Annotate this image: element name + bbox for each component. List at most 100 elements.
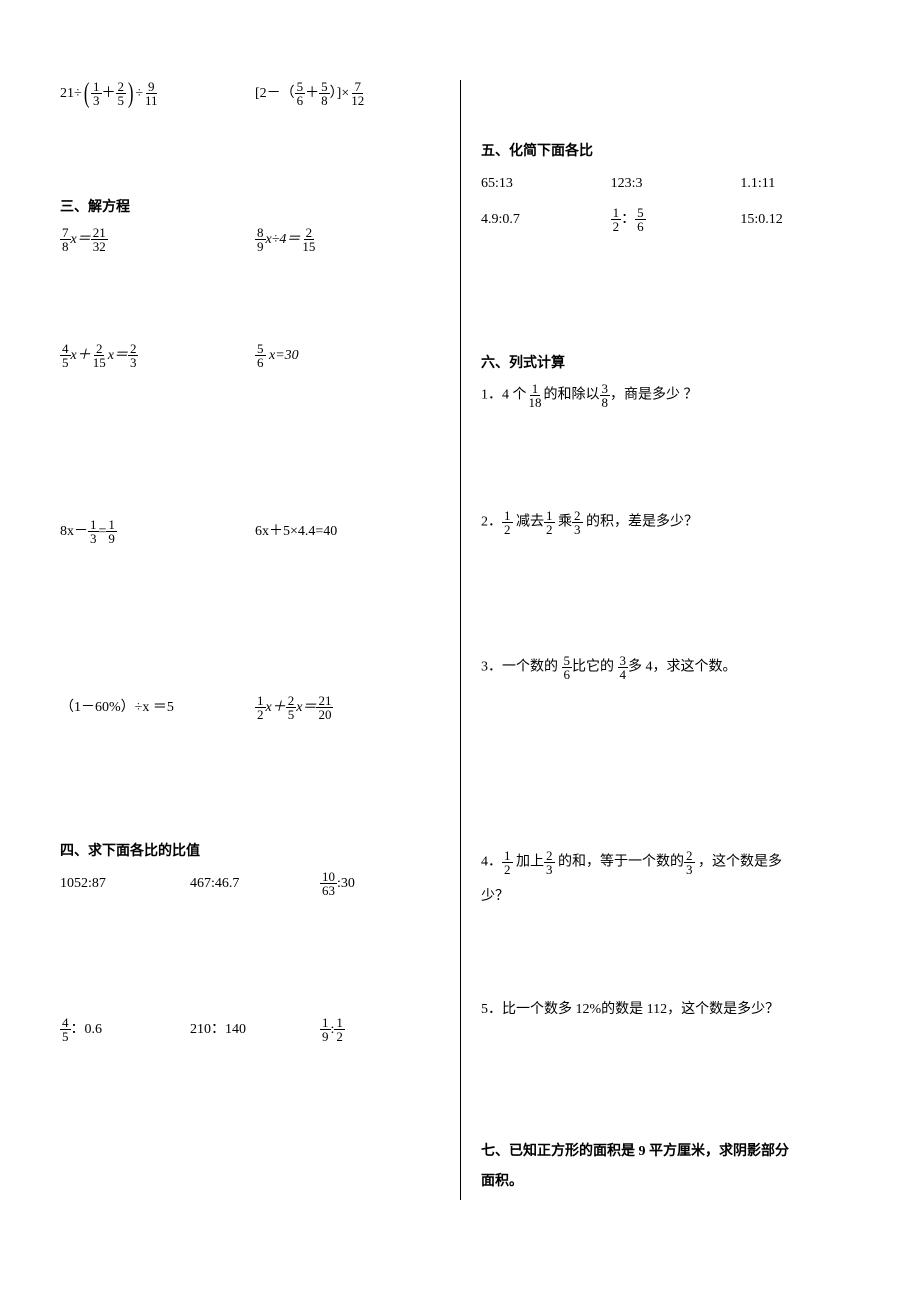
text: x=30 <box>266 348 299 363</box>
text: 的和，等于一个数的 <box>555 855 685 870</box>
s3-row4: （1－60%）÷x ＝5 12x＋25x＝2120 <box>60 694 440 722</box>
s5-row2: 4.9:0.7 12：56 15:0.12 <box>481 206 860 234</box>
text: ，商是多少 ？ <box>610 388 698 403</box>
text: x＋ <box>71 348 91 363</box>
text: x÷4＝ <box>266 232 301 247</box>
section-6-title: 六、列式计算 <box>481 352 860 372</box>
fraction: 25 <box>116 80 127 107</box>
fraction: 12 <box>255 694 266 721</box>
text: = <box>99 524 107 539</box>
ratio-2b: 210：140 <box>190 1016 310 1044</box>
fraction: 23 <box>544 849 555 876</box>
text: 的和除以 <box>544 388 600 403</box>
fraction: 215 <box>300 226 317 253</box>
s5-row1: 65:13 123:3 1.1:11 <box>481 170 860 198</box>
q6-2: 2．12 减去12 乘23 的积，差是多少？ <box>481 509 860 536</box>
text: 比它的 <box>572 660 618 675</box>
q6-4-line2: 少？ <box>481 884 860 909</box>
section-7-title: 七、已知正方形的面积是 9 平方厘米，求阴影部分 <box>481 1140 860 1160</box>
text: ＋ <box>305 86 319 101</box>
right-column: 五、化简下面各比 65:13 123:3 1.1:11 4.9:0.7 12：5… <box>460 80 860 1200</box>
fraction: 1063 <box>320 870 337 897</box>
text: ：0.6 <box>71 1022 103 1037</box>
text: 1．4 个 <box>481 388 527 403</box>
simp-1a: 65:13 <box>481 170 601 198</box>
eq-1a: 78x＝2132 <box>60 226 245 254</box>
text: 减去 <box>513 515 545 530</box>
simp-2c: 15:0.12 <box>740 206 860 234</box>
text: [2－（ <box>255 86 295 101</box>
fraction: 56 <box>635 206 646 233</box>
fraction: 712 <box>349 80 366 107</box>
s3-row2: 45x＋215x＝23 56 x=30 <box>60 342 440 370</box>
fraction: 2120 <box>316 694 333 721</box>
text: ： <box>621 212 635 227</box>
simp-1b: 123:3 <box>611 170 731 198</box>
fraction: 78 <box>60 226 71 253</box>
fraction: 58 <box>319 80 330 107</box>
section-7-title-2: 面积。 <box>481 1170 860 1190</box>
fraction: 23 <box>572 509 583 536</box>
ratio-2c: 19:12 <box>320 1016 440 1044</box>
section-5-title: 五、化简下面各比 <box>481 140 860 160</box>
text: ，这个数是多 <box>695 855 783 870</box>
left-column: 21÷(13＋25)÷911 [2－（56＋58）]×712 三、解方程 78x… <box>60 80 460 1200</box>
text: 加上 <box>513 855 545 870</box>
s4-row2: 45：0.6 210：140 19:12 <box>60 1016 440 1044</box>
fraction: 19 <box>106 518 117 545</box>
q6-5: 5．比一个数多 12%的数是 112，这个数是多少？ <box>481 997 860 1022</box>
q6-1: 1．4 个118的和除以38，商是多少 ？ <box>481 382 860 409</box>
eq-4b: 12x＋25x＝2120 <box>255 694 440 722</box>
fraction: 89 <box>255 226 266 253</box>
text: ）]× <box>330 86 350 101</box>
fraction: 25 <box>286 694 297 721</box>
eq-2b: 56 x=30 <box>255 342 440 370</box>
text: :30 <box>337 876 355 891</box>
eq-1b: 89x÷4＝215 <box>255 226 440 254</box>
text: 2． <box>481 515 502 530</box>
s3-row3: 8x－13=19 6x＋5×4.4=40 <box>60 518 440 546</box>
expr-2: [2－（56＋58）]×712 <box>255 80 440 108</box>
s3-row1: 78x＝2132 89x÷4＝215 <box>60 226 440 254</box>
ratio-1a: 1052:87 <box>60 870 180 898</box>
fraction: 38 <box>600 382 611 409</box>
text: x＝ <box>71 232 91 247</box>
text: 多 4，求这个数。 <box>628 660 737 675</box>
text: 的积，差是多少？ <box>583 515 699 530</box>
fraction: 23 <box>128 342 139 369</box>
fraction: 45 <box>60 1016 71 1043</box>
text: x＝ <box>108 348 128 363</box>
text: ＋ <box>102 86 116 101</box>
q6-4: 4．12 加上23 的和，等于一个数的23 ，这个数是多 <box>481 849 860 876</box>
eq-4a: （1－60%）÷x ＝5 <box>60 694 245 722</box>
fraction: 12 <box>611 206 622 233</box>
fraction: 13 <box>91 80 102 107</box>
fraction: 215 <box>91 342 108 369</box>
fraction: 12 <box>334 1016 345 1043</box>
eq-3b: 6x＋5×4.4=40 <box>255 518 440 546</box>
ratio-2a: 45：0.6 <box>60 1016 180 1044</box>
simp-2b: 12：56 <box>611 206 731 234</box>
section-4-title: 四、求下面各比的比值 <box>60 840 440 860</box>
fraction: 23 <box>684 849 695 876</box>
fraction: 56 <box>255 342 266 369</box>
text: x＝ <box>296 700 316 715</box>
ratio-1c: 1063:30 <box>320 870 440 898</box>
eq-3a: 8x－13=19 <box>60 518 245 546</box>
text: x＋ <box>266 700 286 715</box>
text: 3．一个数的 <box>481 660 562 675</box>
fraction: 34 <box>618 654 629 681</box>
fraction: 2132 <box>91 226 108 253</box>
fraction: 911 <box>143 80 160 107</box>
expr-1: 21÷(13＋25)÷911 <box>60 80 245 108</box>
fraction: 12 <box>502 849 513 876</box>
fraction: 56 <box>295 80 306 107</box>
ratio-1b: 467:46.7 <box>190 870 310 898</box>
s4-row1: 1052:87 467:46.7 1063:30 <box>60 870 440 898</box>
fraction: 19 <box>320 1016 331 1043</box>
fraction: 12 <box>502 509 513 536</box>
text: 8x－ <box>60 524 88 539</box>
q6-3: 3．一个数的 56比它的 34多 4，求这个数。 <box>481 654 860 681</box>
text: 21÷ <box>60 86 82 101</box>
fraction: 12 <box>544 509 555 536</box>
